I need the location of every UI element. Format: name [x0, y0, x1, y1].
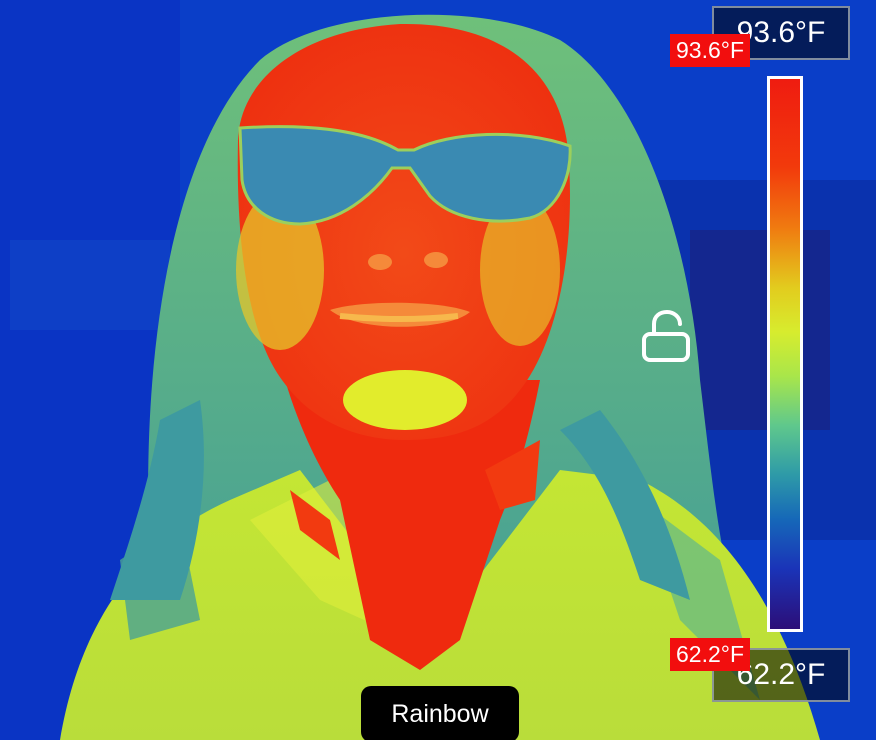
palette-selector[interactable]: Rainbow — [361, 686, 519, 740]
color-scale-bar[interactable] — [767, 76, 803, 632]
palette-name: Rainbow — [391, 699, 489, 728]
unlocked-padlock-icon[interactable] — [640, 310, 692, 364]
scale-max-tag[interactable]: 93.6°F — [670, 34, 751, 68]
min-temperature-value: 62.2°F — [736, 658, 826, 691]
min-temperature-readout: 62.2°F — [712, 648, 850, 702]
scale-min-tag[interactable]: 62.2°F — [670, 638, 751, 672]
max-temperature-value: 93.6°F — [736, 16, 826, 49]
